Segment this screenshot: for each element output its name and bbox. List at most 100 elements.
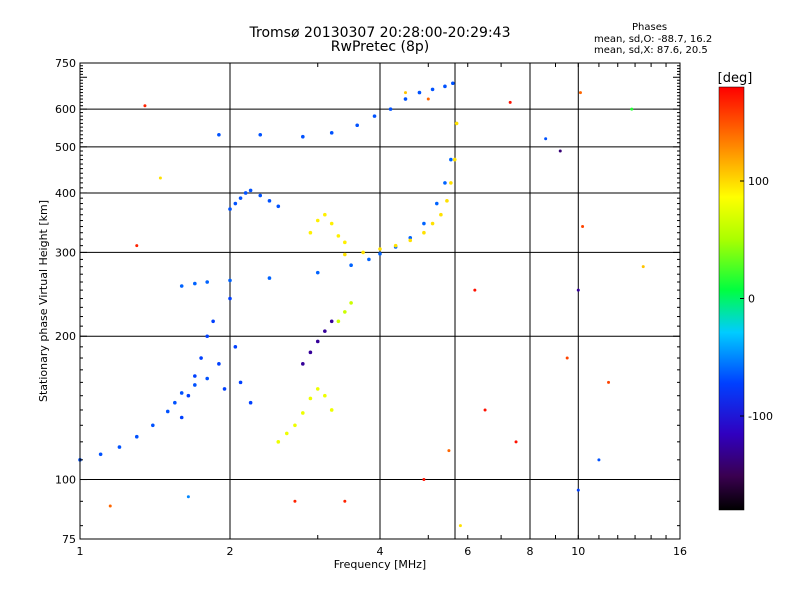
x-tick-label: 6 bbox=[464, 545, 471, 558]
stats-header: Phases bbox=[632, 22, 668, 33]
data-point bbox=[173, 400, 177, 405]
data-point bbox=[422, 230, 426, 235]
data-point bbox=[426, 97, 430, 101]
data-point bbox=[258, 132, 263, 137]
data-point bbox=[248, 188, 253, 193]
colorbar-tick-label: 0 bbox=[748, 293, 755, 306]
data-point bbox=[443, 181, 447, 185]
data-point bbox=[248, 400, 253, 405]
data-point bbox=[315, 387, 320, 391]
data-point bbox=[355, 123, 359, 128]
data-point bbox=[514, 440, 518, 444]
data-point bbox=[388, 107, 393, 111]
data-point bbox=[315, 270, 320, 275]
data-point bbox=[449, 157, 453, 162]
stats-o-mode: mean, sd,O: -88.7, 16.2 bbox=[594, 34, 713, 45]
data-point bbox=[451, 81, 455, 86]
data-point bbox=[98, 452, 103, 457]
data-point bbox=[267, 276, 272, 280]
chart-title: Tromsø 20130307 20:28:00-20:29:43 bbox=[249, 25, 511, 41]
y-tick-label: 750 bbox=[55, 57, 76, 70]
data-point bbox=[323, 329, 327, 333]
data-point bbox=[458, 524, 462, 528]
data-point bbox=[422, 221, 426, 226]
data-point bbox=[186, 393, 191, 398]
data-point bbox=[372, 114, 377, 118]
data-point bbox=[565, 356, 569, 360]
data-point bbox=[211, 319, 215, 324]
data-point bbox=[217, 132, 221, 137]
y-tick-label: 300 bbox=[55, 246, 76, 259]
y-tick-label: 100 bbox=[55, 474, 76, 487]
data-point bbox=[301, 134, 305, 139]
data-point bbox=[349, 263, 353, 268]
data-point bbox=[343, 240, 347, 245]
data-point bbox=[544, 137, 548, 141]
data-point bbox=[238, 380, 243, 385]
colorbar-label: [deg] bbox=[718, 71, 753, 86]
data-point bbox=[630, 107, 634, 111]
data-point bbox=[205, 376, 209, 381]
data-point bbox=[228, 207, 232, 211]
stats-x-mode: mean, sd,X: 87.6, 20.5 bbox=[594, 45, 708, 56]
colorbar-tick-label: -100 bbox=[748, 410, 773, 423]
data-point bbox=[367, 257, 371, 262]
y-tick-label: 600 bbox=[55, 103, 76, 116]
data-point bbox=[293, 423, 297, 428]
data-point bbox=[483, 408, 487, 412]
data-point bbox=[315, 218, 320, 223]
data-point bbox=[439, 212, 443, 217]
data-point bbox=[222, 387, 227, 391]
colorbar-ticks: 100 0 -100 bbox=[740, 175, 773, 423]
data-point bbox=[267, 199, 272, 203]
data-point bbox=[393, 243, 398, 248]
x-tick-label: 4 bbox=[377, 545, 384, 558]
data-point bbox=[558, 149, 562, 153]
data-point bbox=[454, 121, 459, 126]
data-points bbox=[78, 81, 645, 528]
data-point bbox=[329, 408, 334, 412]
data-point bbox=[293, 499, 297, 503]
x-tick-label: 1 bbox=[77, 545, 84, 558]
data-point bbox=[607, 380, 611, 384]
y-axis-label: Stationary phase Virtual Height [km] bbox=[37, 200, 50, 402]
data-point bbox=[641, 265, 645, 269]
data-point bbox=[447, 449, 451, 453]
data-point bbox=[343, 252, 347, 257]
data-point bbox=[258, 193, 263, 198]
colorbar-tick-label: 100 bbox=[748, 175, 769, 188]
data-point bbox=[417, 90, 422, 95]
data-point bbox=[323, 212, 327, 217]
data-point bbox=[205, 334, 209, 339]
data-point bbox=[403, 97, 408, 101]
data-point bbox=[434, 201, 439, 206]
data-point bbox=[233, 201, 238, 206]
data-point bbox=[193, 383, 197, 387]
data-point bbox=[329, 319, 334, 324]
colorbar bbox=[718, 86, 745, 511]
data-point bbox=[217, 362, 221, 366]
data-point bbox=[308, 396, 313, 401]
gridlines bbox=[80, 63, 680, 539]
x-tick-label: 8 bbox=[527, 545, 534, 558]
data-point bbox=[193, 281, 197, 286]
data-point bbox=[422, 478, 426, 482]
data-point bbox=[228, 278, 232, 283]
data-point bbox=[179, 391, 184, 395]
data-point bbox=[179, 415, 184, 420]
data-point bbox=[323, 393, 327, 398]
data-point bbox=[108, 504, 112, 508]
data-point bbox=[336, 234, 341, 238]
y-tick-label: 400 bbox=[55, 187, 76, 200]
data-point bbox=[452, 157, 457, 162]
data-point bbox=[349, 301, 353, 305]
data-point bbox=[205, 280, 209, 284]
data-point bbox=[443, 84, 447, 89]
data-point bbox=[408, 235, 413, 240]
data-point bbox=[315, 339, 320, 344]
x-tick-label: 2 bbox=[227, 545, 234, 558]
data-point bbox=[576, 288, 580, 292]
data-point bbox=[378, 247, 382, 251]
data-point bbox=[473, 288, 477, 292]
